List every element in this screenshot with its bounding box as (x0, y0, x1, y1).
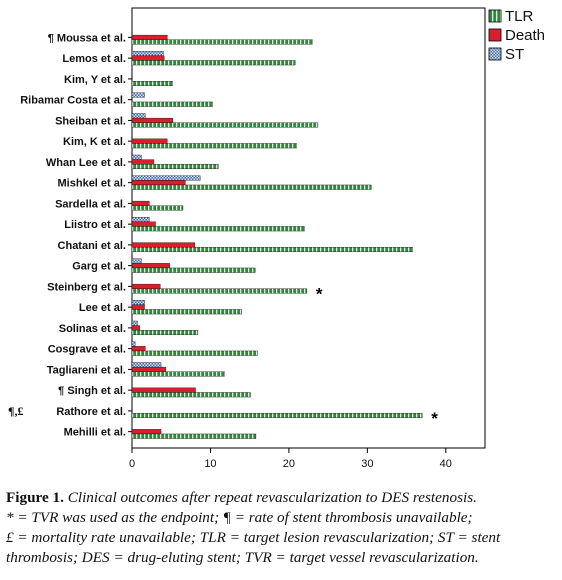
x-axis: 0 10 20 30 40 (129, 448, 452, 470)
bar-tlr (131, 350, 258, 356)
bar-tlr (131, 122, 319, 128)
x-tick-label: 30 (361, 458, 373, 470)
legend-swatch-death (488, 28, 502, 42)
bar-st (131, 175, 201, 181)
bars-layer (131, 34, 423, 439)
legend-swatch-tlr (488, 9, 502, 23)
category-label: Kim, K et al. (63, 136, 126, 148)
category-label: Mishkel et al. (58, 178, 126, 190)
bar-st (131, 113, 146, 119)
category-prefix: ¶,£ (8, 404, 23, 418)
category-label: Lee et al. (79, 302, 126, 314)
endpoint-marker: * (316, 284, 323, 303)
bar-tlr (131, 226, 305, 232)
category-label: Lemos et al. (62, 53, 126, 65)
bar-death (131, 304, 145, 310)
bar-tlr (131, 184, 372, 190)
bar-tlr (131, 205, 184, 211)
category-label: Kim, Y et al. (64, 74, 126, 86)
x-tick-label: 10 (204, 458, 216, 470)
bar-st (131, 362, 162, 368)
caption-line-1: Figure 1. Clinical outcomes after repeat… (6, 488, 558, 508)
bar-tlr (131, 413, 423, 418)
caption-line-4: thrombosis; DES = drug-eluting stent; TV… (6, 549, 479, 566)
bar-st (131, 217, 150, 223)
bar-tlr (131, 309, 242, 315)
bar-death (131, 34, 168, 40)
caption-title: Clinical outcomes after repeat revascula… (67, 489, 477, 506)
bar-tlr (131, 267, 256, 273)
bar-tlr (131, 247, 414, 252)
bar-tlr (131, 433, 257, 439)
endpoint-marker: * (431, 409, 438, 428)
category-label: ¶ Singh et al. (58, 385, 126, 397)
bar-st (131, 154, 142, 160)
figure-caption: Figure 1. Clinical outcomes after repeat… (6, 488, 558, 568)
category-labels: ¶ Moussa et al. Lemos et al. Kim, Y et al.… (8, 32, 132, 439)
category-label: Tagliareni et al. (47, 364, 126, 376)
caption-label: Figure 1. (6, 489, 64, 506)
bar-death (131, 55, 165, 61)
bar-death (131, 200, 150, 206)
bar-tlr (131, 392, 251, 398)
bar-death (131, 159, 155, 165)
bar-tlr (131, 39, 313, 45)
legend-label-death: Death (505, 27, 545, 44)
legend-label-st: ST (505, 46, 524, 63)
bar-death (131, 221, 156, 227)
bar-st (131, 300, 145, 306)
category-label: Whan Lee et al. (46, 157, 126, 169)
x-tick-label: 40 (440, 458, 452, 470)
legend-swatch-st (488, 47, 502, 61)
category-label: Solinas et al. (59, 323, 126, 335)
category-label: Garg et al. (72, 261, 126, 273)
bar-death (131, 366, 166, 372)
category-label: Sheiban et al. (55, 115, 126, 127)
bar-death (131, 242, 195, 248)
bar-death (131, 283, 161, 289)
caption-line-2: * = TVR was used as the endpoint; ¶ = ra… (6, 509, 473, 526)
bar-tlr (131, 330, 199, 335)
chart: ¶ Moussa et al. Lemos et al. Kim, Y et al.… (8, 7, 545, 470)
bar-tlr (131, 143, 297, 149)
legend: TLR Death ST (488, 8, 545, 63)
bar-death (131, 180, 186, 186)
bar-death (131, 263, 170, 269)
bar-st (131, 320, 138, 326)
bar-death (131, 429, 162, 435)
category-label: Cosgrave et al. (48, 344, 126, 356)
bar-tlr (131, 101, 213, 107)
category-label: ¶ Moussa et al. (48, 32, 126, 44)
category-label: Chatani et al. (58, 240, 126, 252)
bar-tlr (131, 288, 308, 294)
bar-death (131, 117, 173, 123)
bar-tlr (131, 81, 173, 86)
bar-death (131, 138, 168, 144)
x-tick-label: 0 (129, 458, 135, 470)
bar-tlr (131, 164, 219, 169)
bar-death (131, 346, 146, 352)
category-label: Liistro et al. (64, 219, 126, 231)
marker-layer: ** (316, 284, 438, 428)
bar-death (131, 387, 196, 393)
bar-tlr (131, 371, 225, 377)
legend-label-tlr: TLR (505, 8, 534, 25)
category-label: Steinberg et al. (47, 281, 126, 293)
bar-death (131, 325, 141, 331)
category-label: Mehilli et al. (64, 427, 126, 439)
bar-st (131, 341, 136, 347)
category-label: Sardella et al. (55, 198, 126, 210)
category-label: Rathore et al. (56, 406, 126, 418)
bar-st (131, 51, 164, 57)
bar-st (131, 92, 145, 98)
x-tick-label: 20 (283, 458, 295, 470)
category-label: Ribamar Costa et al. (20, 95, 126, 107)
bar-st (131, 258, 142, 264)
bar-tlr (131, 60, 296, 66)
caption-line-3: £ = mortality rate unavailable; TLR = ta… (6, 529, 501, 546)
